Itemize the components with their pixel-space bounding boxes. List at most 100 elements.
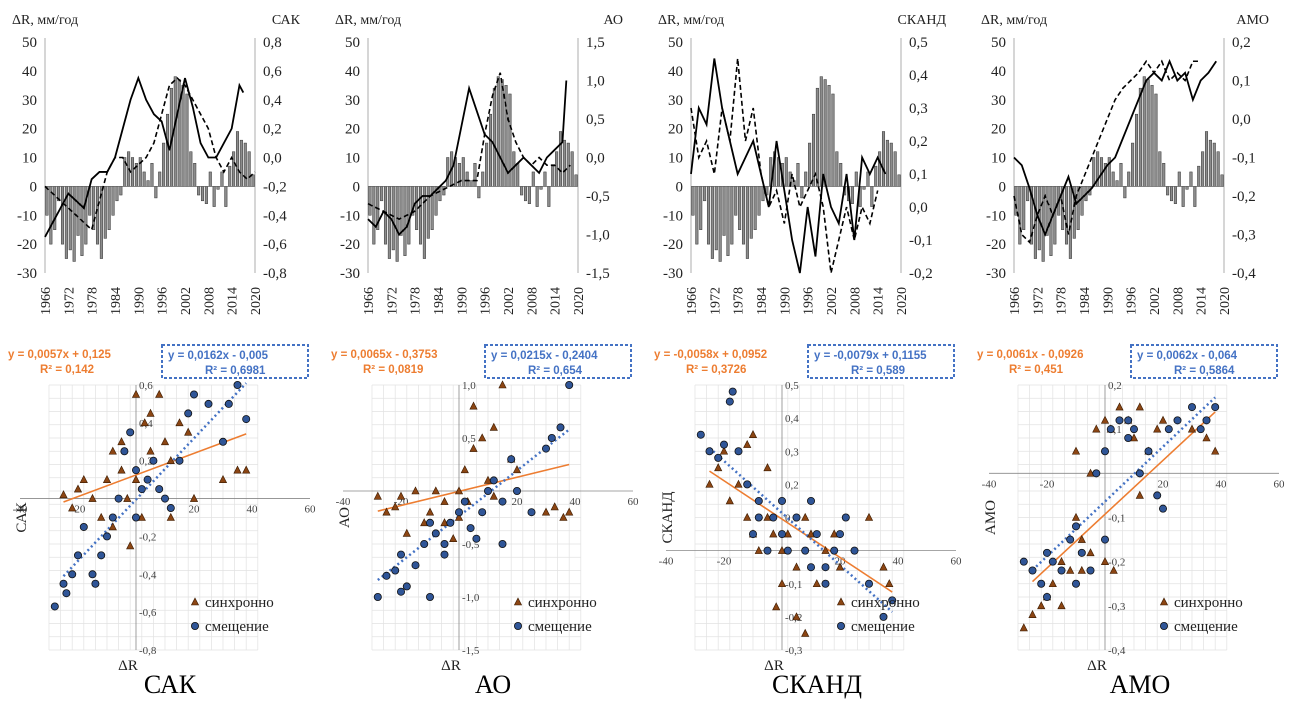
ytick-label: 10 bbox=[345, 151, 360, 167]
scatter-x-title: ΔR bbox=[118, 658, 138, 674]
bar bbox=[232, 151, 236, 187]
title-sak: САК bbox=[143, 670, 197, 699]
bar bbox=[862, 186, 866, 190]
scatter-y-title: СКАНД bbox=[660, 492, 676, 544]
xtick-label: 1990 bbox=[455, 287, 470, 315]
ytick-label: -20 bbox=[986, 237, 1006, 253]
xtick-label: 2008 bbox=[848, 287, 863, 315]
xtick-label: 2002 bbox=[1148, 287, 1163, 315]
point-sync bbox=[1135, 490, 1144, 499]
bar bbox=[543, 171, 547, 187]
point-shift bbox=[431, 529, 440, 538]
point-shift bbox=[821, 563, 830, 572]
y2-axis-title: АМО bbox=[1236, 13, 1269, 28]
point-sync bbox=[734, 479, 743, 488]
y2-axis-title: САК bbox=[272, 13, 301, 28]
point-shift bbox=[1019, 557, 1028, 566]
xtick-label: 1990 bbox=[132, 287, 147, 315]
y2tick-label: -0,2 bbox=[1232, 189, 1256, 205]
point-shift bbox=[734, 447, 743, 456]
bar bbox=[185, 93, 189, 187]
point-sync bbox=[743, 512, 752, 521]
bar bbox=[874, 165, 878, 187]
xtick-label: 2020 bbox=[249, 287, 264, 315]
point-shift bbox=[836, 530, 845, 539]
bar bbox=[142, 171, 146, 187]
point-sync bbox=[396, 491, 406, 500]
xtick-label: 1978 bbox=[1055, 287, 1070, 315]
point-sync bbox=[1086, 468, 1095, 477]
point-sync bbox=[146, 408, 155, 417]
point-sync bbox=[59, 490, 68, 499]
scatter-ytick: -0,4 bbox=[1108, 645, 1126, 657]
point-shift bbox=[242, 415, 251, 424]
y2tick-label: -0,8 bbox=[263, 266, 287, 282]
xtick-label: 1996 bbox=[479, 287, 494, 315]
index-line-dashed bbox=[44, 77, 256, 232]
point-sync bbox=[565, 507, 574, 516]
point-sync bbox=[425, 507, 435, 516]
bar bbox=[535, 186, 539, 207]
scatter-xtick: 60 bbox=[951, 556, 963, 568]
point-shift bbox=[91, 579, 100, 588]
bar bbox=[566, 142, 570, 187]
equations: y = -0,0058x + 0,0952 R² = 0,3726 y = -0,0… bbox=[654, 344, 955, 379]
ytick-label: 0 bbox=[999, 179, 1007, 195]
bar bbox=[111, 186, 115, 216]
point-sync bbox=[1135, 402, 1144, 411]
point-sync bbox=[725, 496, 734, 505]
legend: синхронно смещение bbox=[190, 595, 274, 635]
bar bbox=[212, 186, 216, 207]
y2tick-label: 0,2 bbox=[263, 122, 282, 138]
y2tick-label: 0,2 bbox=[1232, 35, 1251, 51]
point-sync bbox=[1129, 433, 1139, 442]
bar bbox=[1142, 76, 1146, 187]
bar bbox=[695, 186, 699, 245]
point-shift bbox=[1101, 447, 1110, 456]
legend: синхронно смещение bbox=[836, 595, 920, 635]
point-sync bbox=[806, 529, 816, 538]
bar bbox=[547, 186, 551, 207]
bar bbox=[53, 186, 57, 230]
r2-sync: R² = 0,0819 bbox=[363, 364, 423, 376]
point-shift bbox=[1066, 535, 1075, 544]
xtick-label: 2002 bbox=[179, 287, 194, 315]
bar bbox=[574, 174, 578, 187]
ytick-label: 0 bbox=[353, 179, 361, 195]
point-sync bbox=[1071, 446, 1081, 455]
trend-sync bbox=[63, 433, 247, 503]
scatter-ytick: -0,3 bbox=[1108, 601, 1126, 613]
r2-sync: R² = 0,3726 bbox=[686, 364, 746, 376]
bar bbox=[738, 186, 742, 230]
scatter-xtick: -40 bbox=[982, 478, 997, 490]
scatter-ytick: -0,1 bbox=[785, 579, 802, 591]
scatter-ytick: 0,2 bbox=[139, 456, 153, 468]
xtick-label: 1984 bbox=[755, 287, 770, 315]
bar bbox=[784, 157, 788, 187]
point-shift bbox=[218, 437, 227, 446]
point-sync bbox=[801, 628, 810, 637]
point-shift bbox=[166, 504, 175, 513]
scatter-ytick: -1,5 bbox=[462, 645, 480, 657]
point-sync bbox=[1048, 579, 1057, 588]
point-shift bbox=[131, 466, 140, 475]
point-shift bbox=[749, 530, 758, 539]
bar bbox=[1022, 186, 1026, 230]
r2-sync: R² = 0,142 bbox=[40, 364, 94, 376]
y2tick-label: 0,6 bbox=[263, 64, 282, 80]
point-shift bbox=[1077, 548, 1086, 557]
ytick-label: -10 bbox=[17, 208, 37, 224]
bar bbox=[500, 79, 504, 187]
point-shift bbox=[754, 513, 763, 522]
legend-shift-label: смещение bbox=[851, 619, 915, 635]
ytick-label: 30 bbox=[345, 93, 360, 109]
timeseries-ao: -30 -20 -10 0 10 20 30 40 50 -1,5 -1,0 -0,5 0,0 0,5 1,… bbox=[335, 13, 623, 315]
equation-sync: y = -0,0058x + 0,0952 bbox=[654, 349, 767, 361]
bar bbox=[527, 186, 531, 204]
legend-shift-label: смещение bbox=[205, 619, 269, 635]
point-shift bbox=[1211, 403, 1220, 412]
bar bbox=[1212, 142, 1216, 187]
y-axis-title: ΔR, мм/год bbox=[12, 13, 78, 28]
bar bbox=[745, 186, 749, 259]
point-sync bbox=[783, 529, 792, 538]
